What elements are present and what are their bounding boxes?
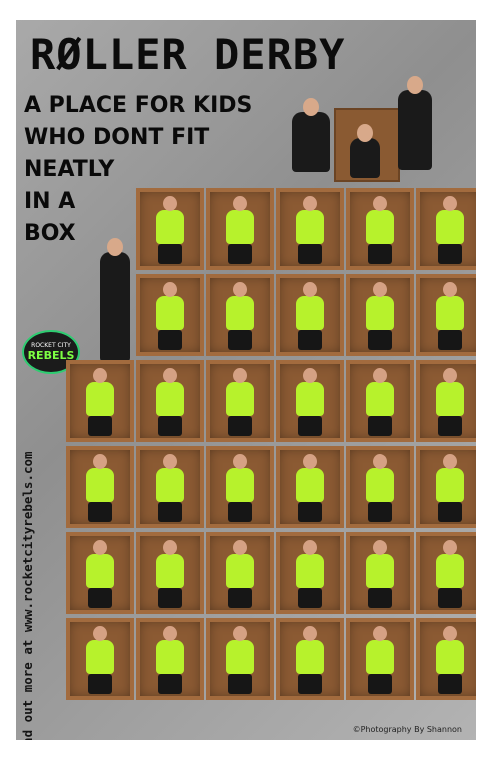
skater-figure <box>86 540 114 608</box>
skater-figure <box>226 626 254 694</box>
skater-figure <box>156 282 184 350</box>
coach-figure <box>350 124 380 178</box>
poster: RØLLER DERBY A PLACE FOR KIDS WHO DONT F… <box>16 20 476 740</box>
cubby-box <box>206 274 274 356</box>
coach-figure <box>100 238 130 362</box>
cubby-box <box>136 188 204 270</box>
coach-figure <box>398 76 432 170</box>
cubby-box <box>276 360 344 442</box>
skater-figure <box>366 540 394 608</box>
skater-figure <box>296 626 324 694</box>
skater-figure <box>296 282 324 350</box>
cubby-box <box>346 446 414 528</box>
cubby-box <box>346 360 414 442</box>
cubby-box <box>136 274 204 356</box>
skater-figure <box>226 540 254 608</box>
cubby-box <box>206 618 274 700</box>
poster-title: RØLLER DERBY <box>30 30 346 79</box>
cubby-box <box>136 360 204 442</box>
skater-figure <box>226 196 254 264</box>
cubby-box <box>346 532 414 614</box>
skater-figure <box>156 540 184 608</box>
skater-figure <box>436 196 464 264</box>
cubby-box <box>416 532 476 614</box>
logo-top-text: ROCKET CITY <box>31 342 71 349</box>
skater-figure <box>436 540 464 608</box>
skater-figure <box>156 368 184 436</box>
cubby-box <box>276 188 344 270</box>
team-logo: ROCKET CITY REBELS <box>22 330 80 374</box>
tagline-line: BOX <box>24 221 76 246</box>
skater-figure <box>86 626 114 694</box>
cubby-box <box>346 274 414 356</box>
cubby-box <box>416 274 476 356</box>
logo-main-text: REBELS <box>27 349 75 362</box>
tagline-line: IN A <box>24 189 76 214</box>
photo-credit: ©Photography By Shannon <box>352 725 462 734</box>
tagline-line: A PLACE FOR KIDS <box>24 93 253 118</box>
skater-figure <box>436 626 464 694</box>
skater-figure <box>296 540 324 608</box>
tagline-line: WHO DONT FIT <box>24 125 210 150</box>
skater-figure <box>156 196 184 264</box>
skater-figure <box>226 454 254 522</box>
cubby-box <box>276 618 344 700</box>
cubby-box <box>276 446 344 528</box>
cubby-box <box>66 618 134 700</box>
cubby-box <box>276 274 344 356</box>
cubby-box <box>276 532 344 614</box>
skater-figure <box>226 368 254 436</box>
tagline-line: NEATLY <box>24 157 115 182</box>
cubby-box <box>66 532 134 614</box>
website-url: Find out more at www.rocketcityrebels.co… <box>20 451 35 740</box>
cubby-box <box>346 618 414 700</box>
cubby-box <box>206 360 274 442</box>
cubby-box <box>66 360 134 442</box>
skater-figure <box>156 454 184 522</box>
cubby-box <box>66 446 134 528</box>
skater-figure <box>366 368 394 436</box>
skater-figure <box>296 454 324 522</box>
skater-figure <box>436 282 464 350</box>
skater-figure <box>86 454 114 522</box>
cubby-box <box>206 532 274 614</box>
skater-figure <box>366 282 394 350</box>
skater-figure <box>86 368 114 436</box>
cubby-box <box>416 618 476 700</box>
skater-figure <box>296 368 324 436</box>
cubby-box <box>136 446 204 528</box>
cubby-box <box>136 618 204 700</box>
cubby-box <box>206 446 274 528</box>
cubby-box <box>416 446 476 528</box>
skater-figure <box>366 196 394 264</box>
cubby-box <box>346 188 414 270</box>
skater-figure <box>366 626 394 694</box>
skater-figure <box>366 454 394 522</box>
cubby-box <box>136 532 204 614</box>
skater-figure <box>436 368 464 436</box>
skater-figure <box>436 454 464 522</box>
tagline: A PLACE FOR KIDS WHO DONT FIT NEATLY IN … <box>24 90 274 250</box>
skater-figure <box>226 282 254 350</box>
coach-figure <box>292 98 330 172</box>
cubby-box <box>206 188 274 270</box>
skater-figure <box>156 626 184 694</box>
cubby-box <box>416 188 476 270</box>
cubby-box <box>416 360 476 442</box>
skater-figure <box>296 196 324 264</box>
